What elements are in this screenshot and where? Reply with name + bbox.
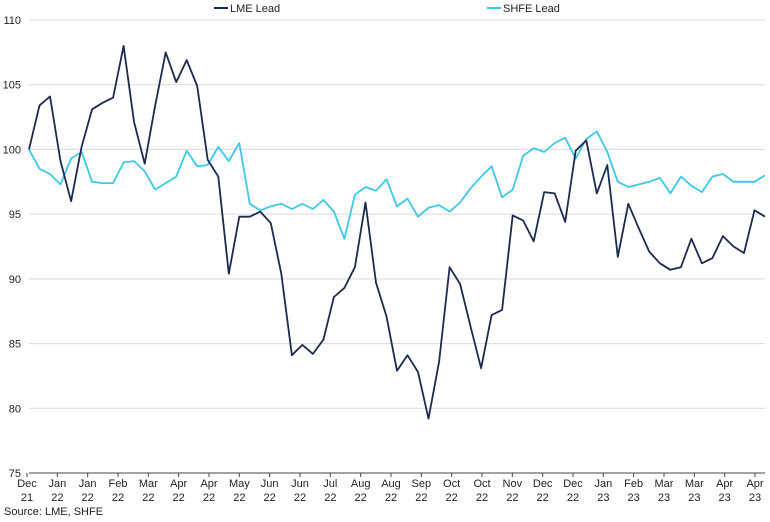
x-tick-label: Apr 22 bbox=[200, 478, 217, 504]
x-tick-label: Apr 22 bbox=[170, 478, 187, 504]
y-tick-label: 85 bbox=[9, 339, 21, 351]
x-axis: Dec 21 Jan 22 Jan 22 Feb 22 Mar 22 Apr 22 Apr 22 May 22… bbox=[17, 473, 764, 504]
x-tick-label: Mar 23 bbox=[655, 478, 674, 504]
x-tick-label: Nov 22 bbox=[503, 478, 523, 504]
y-tick-label: 75 bbox=[9, 468, 21, 480]
x-tick-label: May 22 bbox=[229, 478, 250, 504]
gridlines bbox=[29, 19, 765, 474]
x-tick-label: Feb 23 bbox=[624, 478, 643, 504]
x-tick-label: Dec 22 bbox=[563, 478, 583, 504]
source-note: Source: LME, SHFE bbox=[4, 506, 104, 518]
y-tick-label: 105 bbox=[3, 80, 21, 92]
x-tick-label: Jun 22 bbox=[291, 478, 309, 504]
series-line-shfe-lead bbox=[28, 130, 766, 240]
x-tick-label: Jan 23 bbox=[594, 478, 612, 504]
x-tick-label: Aug 22 bbox=[381, 478, 401, 504]
x-tick-label: Jan 22 bbox=[79, 478, 97, 504]
x-tick-label: Dec 22 bbox=[533, 478, 553, 504]
x-tick-label: Jun 22 bbox=[261, 478, 279, 504]
y-tick-label: 90 bbox=[9, 274, 21, 286]
x-tick-label: Aug 22 bbox=[351, 478, 371, 504]
y-tick-label: 100 bbox=[3, 144, 21, 156]
y-tick-label: 95 bbox=[9, 209, 21, 221]
x-tick-label: Feb 22 bbox=[109, 478, 128, 504]
legend-label-lme: LME Lead bbox=[230, 3, 280, 15]
x-tick-label: Dec 21 bbox=[17, 478, 37, 504]
x-tick-label: Mar 23 bbox=[685, 478, 704, 504]
x-tick-label: Jul 22 bbox=[323, 478, 337, 504]
y-tick-label: 80 bbox=[9, 403, 21, 415]
x-tick-label: Mar 22 bbox=[139, 478, 158, 504]
x-tick-label: Apr 23 bbox=[746, 478, 763, 504]
x-tick-label: Apr 23 bbox=[716, 478, 733, 504]
x-tick-label: Oct 22 bbox=[473, 478, 490, 504]
y-axis: 75 80 85 90 95 100 105 110 bbox=[3, 15, 21, 480]
y-tick-label: 110 bbox=[3, 15, 21, 27]
legend: LME Lead SHFE Lead bbox=[214, 3, 560, 15]
x-tick-label: Jan 22 bbox=[48, 478, 66, 504]
series-line-lme-lead bbox=[28, 45, 766, 420]
legend-label-shfe: SHFE Lead bbox=[503, 3, 560, 15]
x-tick-label: Oct 22 bbox=[443, 478, 460, 504]
x-tick-label: Sep 22 bbox=[412, 478, 432, 504]
series-group bbox=[28, 45, 766, 420]
